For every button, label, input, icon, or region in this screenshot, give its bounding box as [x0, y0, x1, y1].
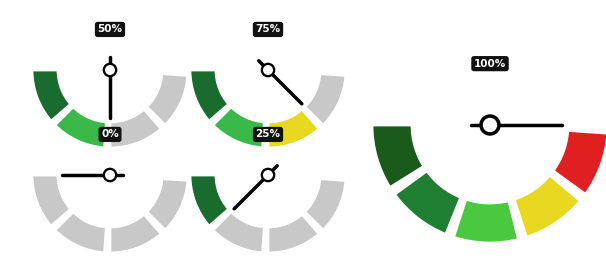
Wedge shape [553, 130, 606, 194]
Wedge shape [147, 74, 188, 125]
Wedge shape [395, 171, 461, 234]
Wedge shape [305, 74, 346, 125]
Wedge shape [268, 109, 319, 148]
Wedge shape [213, 212, 264, 253]
Circle shape [484, 118, 496, 132]
Wedge shape [305, 179, 346, 230]
Wedge shape [55, 212, 107, 253]
Circle shape [264, 66, 272, 74]
Text: 25%: 25% [256, 129, 281, 139]
Text: 100%: 100% [474, 59, 506, 69]
Wedge shape [32, 175, 71, 226]
Wedge shape [453, 199, 519, 243]
Circle shape [105, 66, 115, 74]
Wedge shape [268, 214, 319, 253]
Wedge shape [147, 179, 188, 230]
Wedge shape [110, 214, 161, 253]
Wedge shape [213, 107, 264, 148]
Wedge shape [372, 125, 424, 188]
Wedge shape [190, 175, 228, 226]
Wedge shape [32, 70, 71, 121]
Wedge shape [190, 70, 228, 121]
Circle shape [105, 171, 115, 179]
Circle shape [104, 168, 116, 182]
Circle shape [264, 171, 272, 179]
Wedge shape [514, 175, 581, 237]
Circle shape [261, 168, 275, 182]
Circle shape [480, 115, 500, 135]
Wedge shape [110, 109, 161, 148]
Text: 0%: 0% [101, 129, 119, 139]
Text: 75%: 75% [256, 24, 281, 34]
Circle shape [261, 63, 275, 77]
Circle shape [104, 63, 116, 77]
Wedge shape [55, 107, 107, 148]
Text: 50%: 50% [98, 24, 122, 34]
